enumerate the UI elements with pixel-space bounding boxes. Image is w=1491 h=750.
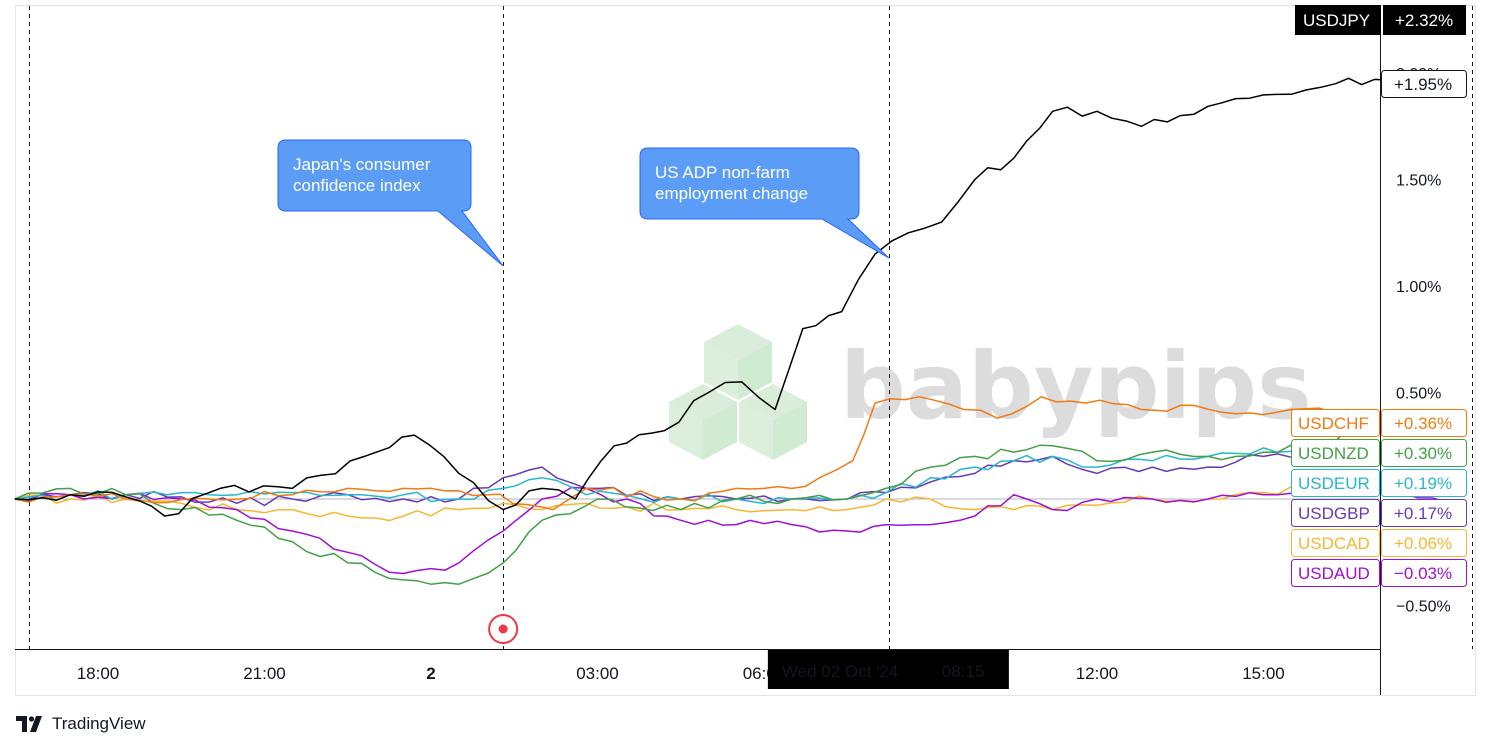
badge-value: +0.19% xyxy=(1394,474,1452,493)
badge-symbol: USDAUD xyxy=(1298,564,1370,583)
header-change-box xyxy=(1383,5,1466,35)
series-badge-usdcad: USDCAD +0.06% xyxy=(1291,529,1467,557)
series-badge-usdaud: USDAUD −0.03% xyxy=(1291,559,1467,587)
y-tick-label: −0.50% xyxy=(1396,599,1451,616)
badge-value-box xyxy=(1381,409,1467,437)
badge-symbol: USDEUR xyxy=(1298,474,1370,493)
x-tick-label: 15:00 xyxy=(1242,664,1285,683)
badge-value-box xyxy=(1381,499,1467,527)
x-tick-label: 18:00 xyxy=(77,664,120,683)
y-tick-label: 0.50% xyxy=(1396,386,1441,403)
series-badge-usdchf: USDCHF +0.36% xyxy=(1291,409,1467,437)
callout-bubble xyxy=(639,147,890,259)
crosshair-date: Wed 02 Oct '24 xyxy=(782,662,898,681)
series-line-usdnzd xyxy=(14,423,1464,585)
callout-line-1: confidence index xyxy=(293,176,421,195)
right-labels: USDCHF +0.36% USDNZD +0.30% USDEUR +0.19% USDG… xyxy=(1291,70,1467,587)
badge-value: +0.06% xyxy=(1394,534,1452,553)
badge-symbol: USDGBP xyxy=(1298,504,1370,523)
badge-symbol: USDCHF xyxy=(1298,414,1369,433)
badge-symbol: USDCAD xyxy=(1298,534,1370,553)
badge-value-box xyxy=(1381,559,1467,587)
badge-value: +0.30% xyxy=(1394,444,1452,463)
watermark-cube-icon xyxy=(669,324,807,460)
badge-name-box xyxy=(1291,469,1380,497)
callout-line-0: Japan's consumer xyxy=(293,155,431,174)
series-line-usdchf xyxy=(14,396,1464,511)
tradingview-footer[interactable]: TradingView xyxy=(16,712,146,736)
crosshair-time-label: Wed 02 Oct '24 08:15 xyxy=(767,650,1009,689)
watermark-text: babypips xyxy=(840,333,1312,440)
badge-value-box xyxy=(1381,469,1467,497)
crosshair-label-box xyxy=(767,650,1009,689)
event-marker[interactable] xyxy=(488,614,519,644)
tradingview-label: TradingView xyxy=(52,714,146,733)
badge-value-box xyxy=(1381,529,1467,557)
series-badge-usdnzd: USDNZD +0.30% xyxy=(1291,439,1467,467)
badge-name-box xyxy=(1291,439,1380,467)
badge-value-box xyxy=(1381,70,1467,98)
tradingview-logo-icon xyxy=(16,716,42,732)
header-change: +2.32% xyxy=(1395,11,1453,30)
callout-bubble xyxy=(277,139,504,267)
series-badge-usdgbp: USDGBP +0.17% xyxy=(1291,499,1467,527)
badge-value: +0.36% xyxy=(1394,414,1452,433)
header-symbol: USDJPY xyxy=(1303,11,1370,30)
series-badge-usdjpy: +1.95% xyxy=(1381,70,1467,98)
callouts: Japan's consumer confidence index US ADP n… xyxy=(277,139,890,267)
callout-line-1: employment change xyxy=(655,184,808,203)
x-tick-label: 03:00 xyxy=(576,664,619,683)
series-badge-usdeur: USDEUR +0.19% xyxy=(1291,469,1467,497)
crosshair-time: 08:15 xyxy=(942,662,985,681)
y-tick-label: 1.50% xyxy=(1396,173,1441,190)
badge-name-box xyxy=(1291,409,1380,437)
series-line-usdcad xyxy=(14,474,1464,522)
badge-name-box xyxy=(1291,499,1380,527)
babypips-watermark: babypips xyxy=(669,324,1312,460)
badge-value: −0.03% xyxy=(1394,564,1452,583)
badge-value-box xyxy=(1381,439,1467,467)
badge-name-box xyxy=(1291,559,1380,587)
event-callout-1: US ADP non-farm employment change xyxy=(639,147,890,259)
event-callout-0: Japan's consumer confidence index xyxy=(277,139,504,267)
y-tick-label: 1.00% xyxy=(1396,279,1441,296)
callout-line-0: US ADP non-farm xyxy=(655,163,790,182)
x-tick-label: 21:00 xyxy=(243,664,286,683)
header-badge: USDJPY +2.32% xyxy=(1295,5,1466,35)
series-group xyxy=(14,76,1464,585)
x-tick-label: 2 xyxy=(426,664,435,683)
badge-symbol: USDNZD xyxy=(1298,444,1369,463)
badge-value: +1.95% xyxy=(1394,75,1452,94)
badge-value: +0.17% xyxy=(1394,504,1452,523)
event-marker-dot xyxy=(498,624,508,634)
x-tick-label: 12:00 xyxy=(1076,664,1119,683)
series-line-usdjpy xyxy=(14,76,1464,517)
badge-name-box xyxy=(1291,529,1380,557)
series-line-usdaud xyxy=(14,486,1464,575)
header-symbol-box xyxy=(1295,5,1381,35)
